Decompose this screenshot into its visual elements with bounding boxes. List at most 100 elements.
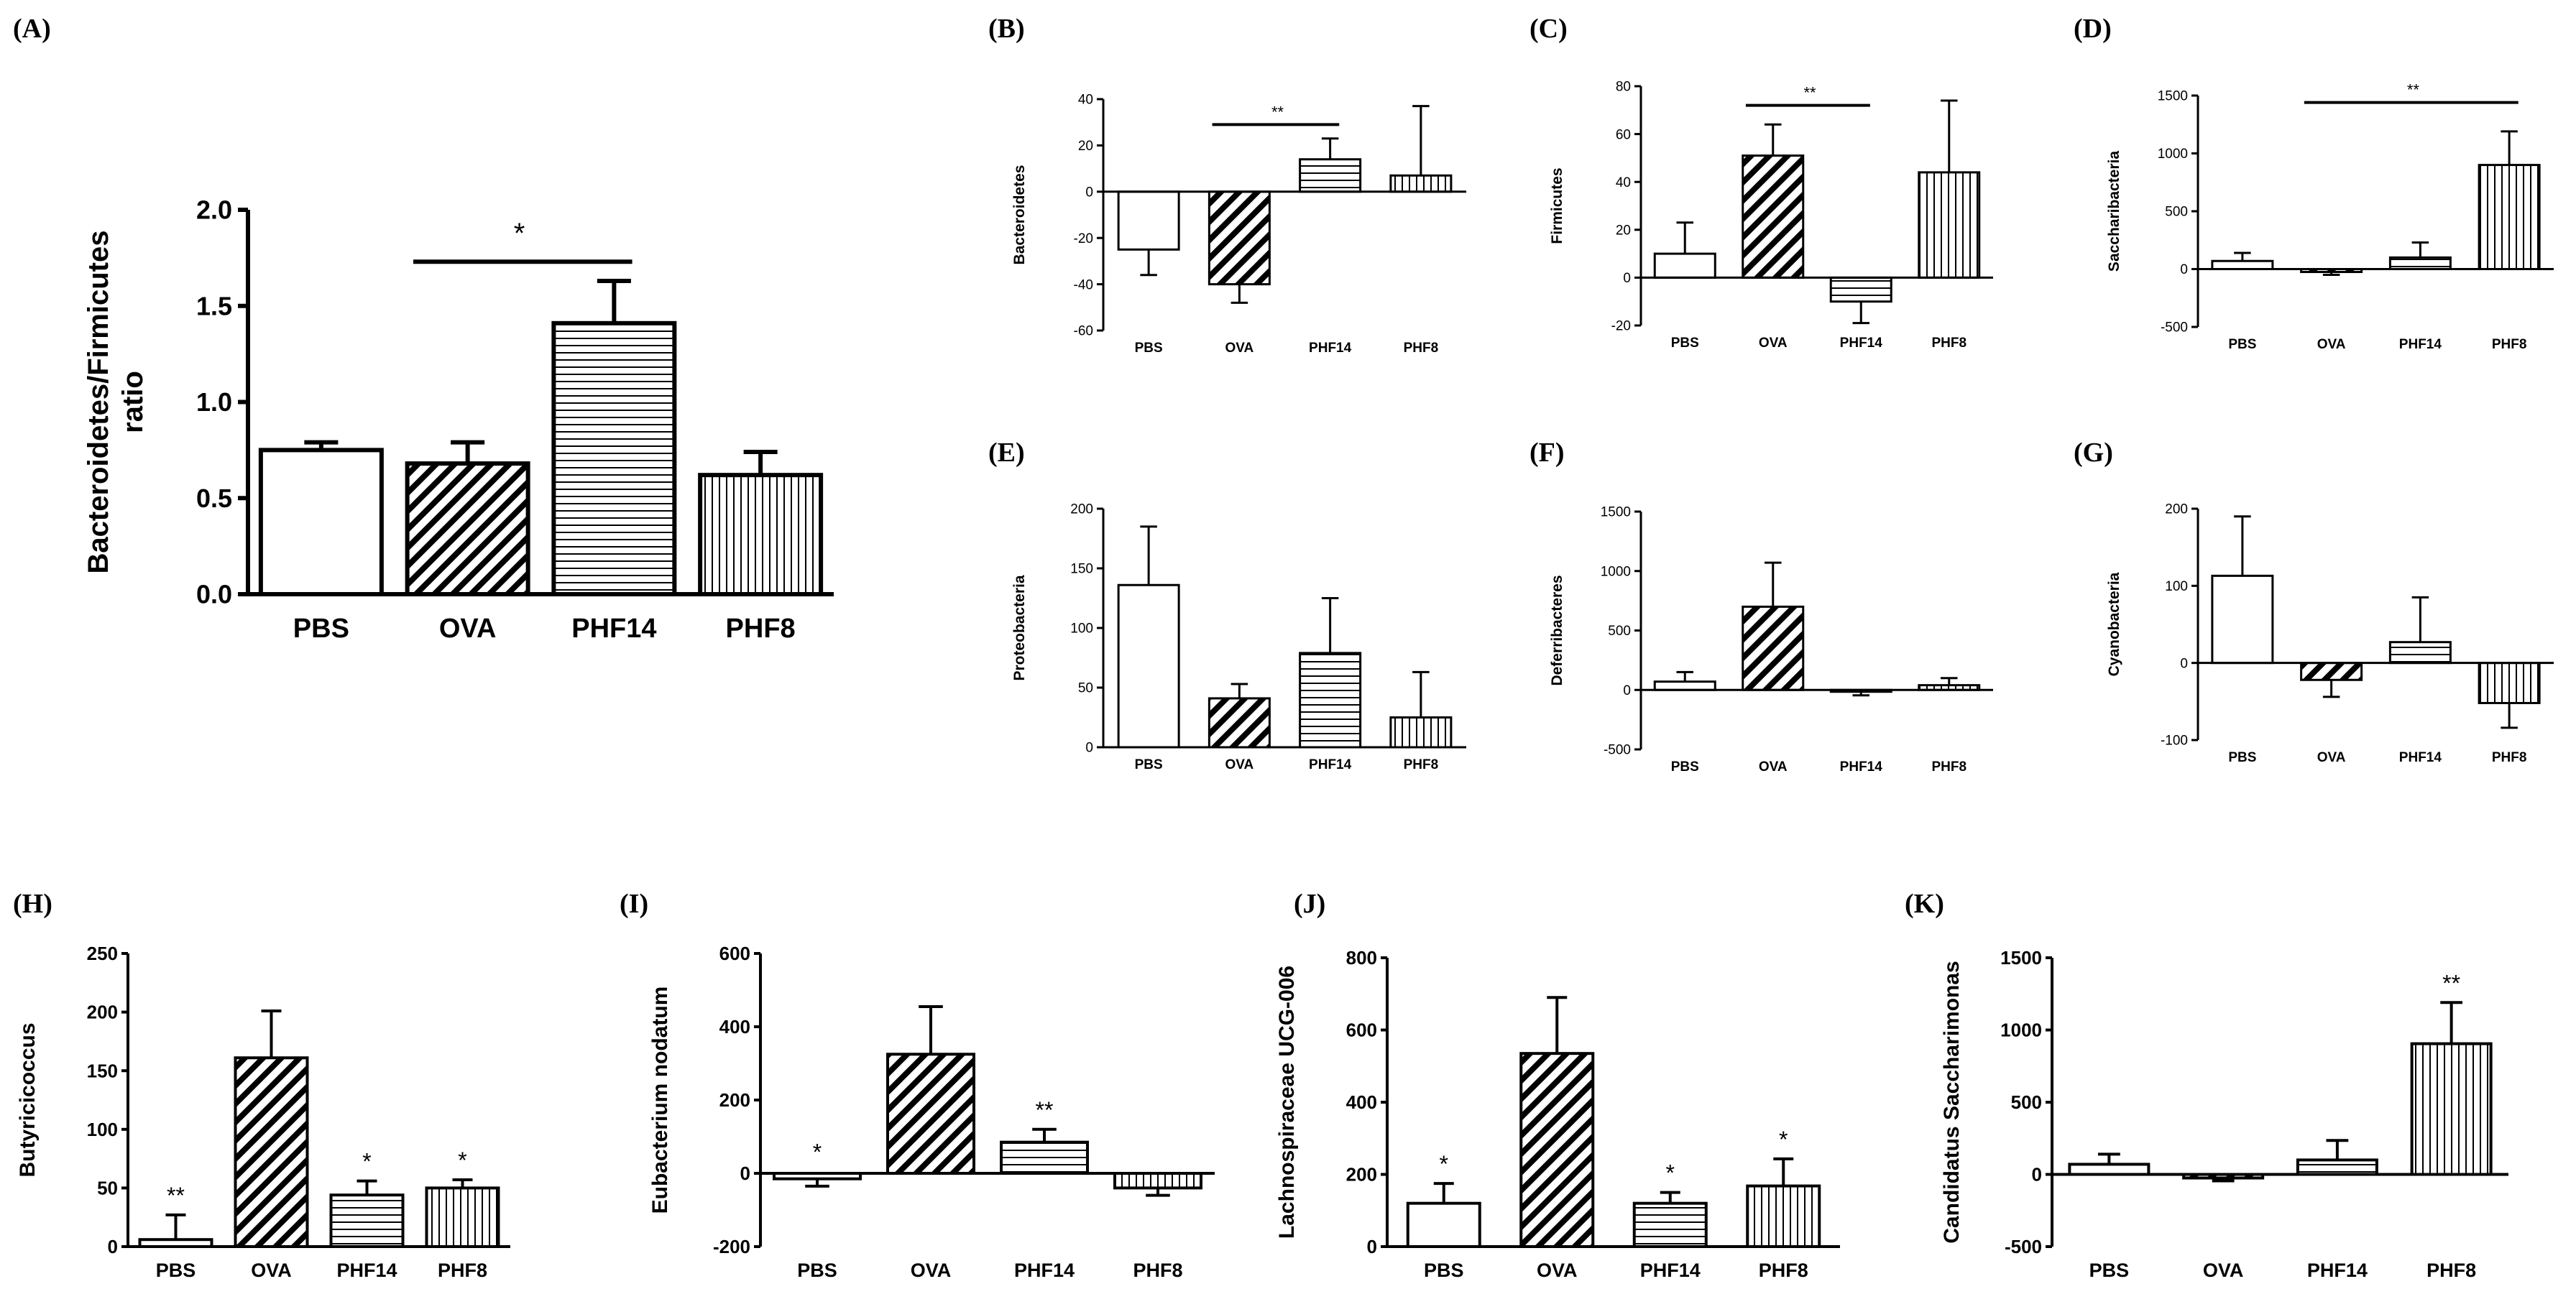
- y-tick-label: 250: [87, 943, 118, 964]
- bar-phf14: [1000, 1140, 1089, 1175]
- x-tick-label: PHF14: [1840, 336, 1883, 351]
- y-axis-label: Lachnospiraceae UCG-006: [1275, 966, 1299, 1239]
- x-tick-label: PHF14: [1309, 341, 1352, 356]
- bracket-label: **: [1271, 103, 1284, 121]
- y-tick-label: -500: [2161, 320, 2188, 336]
- y-tick-label: 1500: [2158, 89, 2188, 104]
- y-tick-label: 800: [1346, 947, 1377, 969]
- panel-j: (J) 0 200 400 600 800 Lachnospiraceae UCG-006 *…: [1275, 889, 1840, 1281]
- y-tick-label: 500: [2011, 1091, 2042, 1113]
- panel-a: (A) 0.0 0.5 1.0 1.5 2.0 Bacteroidetes/Firmicut…: [13, 14, 834, 644]
- x-tick-label: PHF14: [571, 614, 656, 644]
- y-axis-label: Bacteroidetes: [1011, 165, 1028, 265]
- x-tick-label: PBS: [293, 614, 349, 644]
- bar-ova: [1742, 605, 1805, 691]
- y-axis-label: Deferribacteres: [1549, 575, 1565, 685]
- panel-e: (E) 0 50 100 150 200 Proteobacteria PBS OVA PHF14…: [988, 438, 1466, 772]
- x-tick-label: OVA: [1759, 336, 1788, 351]
- y-axis-label: Proteobacteria: [1011, 575, 1028, 680]
- x-tick-label: OVA: [2317, 337, 2346, 352]
- bar-phf8: [1746, 1184, 1821, 1248]
- panel-k: (K) -500 0 500 1000 1500 Candidatus Saccharimo…: [1905, 889, 2508, 1281]
- y-tick-label: 50: [97, 1178, 118, 1199]
- bar-phf14: [1299, 652, 1362, 749]
- bar-ova: [2300, 662, 2363, 681]
- panel-d: (D) -500 0 500 1000 1500 Saccharibacteria PBS OV…: [2074, 14, 2554, 352]
- bar-phf14: [551, 320, 677, 596]
- panel-label: (C): [1530, 14, 1568, 44]
- y-tick-label: 0: [1623, 683, 1631, 698]
- significance-mark: *: [458, 1147, 466, 1173]
- y-tick-label: 1.0: [196, 387, 232, 417]
- panel-label: (D): [2074, 14, 2112, 44]
- y-tick-label: 50: [1078, 681, 1093, 696]
- y-tick-label: 0.5: [196, 484, 232, 513]
- y-tick-label: 500: [1608, 624, 1631, 639]
- y-axis-label-line: Bacteroidetes/Firmicutes: [83, 231, 114, 574]
- bar-ova: [234, 1056, 309, 1249]
- panel-label: (J): [1294, 889, 1325, 919]
- y-tick-label: 1000: [2158, 147, 2188, 162]
- x-tick-label: PHF14: [1640, 1260, 1701, 1281]
- x-tick-label: PBS: [1671, 759, 1699, 775]
- y-tick-label: 150: [1070, 562, 1093, 577]
- y-tick-label: -20: [1074, 231, 1093, 246]
- x-tick-label: PBS: [2228, 337, 2256, 352]
- bar-ova: [1208, 190, 1271, 286]
- y-tick-label: 400: [719, 1016, 750, 1038]
- significance-mark: *: [1440, 1151, 1448, 1177]
- y-axis-label: Cyanobacteria: [2106, 572, 2122, 676]
- x-tick-label: PHF8: [1759, 1260, 1808, 1281]
- x-tick-label: PHF8: [438, 1260, 487, 1281]
- y-tick-label: 0: [1367, 1236, 1377, 1257]
- y-tick-label: 20: [1616, 223, 1631, 238]
- y-tick-label: 0: [1085, 741, 1093, 756]
- panel-f: (F) -500 0 500 1000 1500 Deferribacteres PBS OVA…: [1530, 438, 1993, 775]
- panel-g: (G) -100 0 100 200 Cyanobacteria PBS OVA PHF14 PH…: [2074, 438, 2554, 765]
- significance-mark: **: [2442, 970, 2460, 996]
- bar-pbs: [1117, 583, 1180, 749]
- panel-label: (F): [1530, 438, 1565, 468]
- significance-mark: *: [813, 1139, 822, 1165]
- y-tick-label: 200: [1070, 502, 1093, 517]
- panels-root: (A) 0.0 0.5 1.0 1.5 2.0 Bacteroidetes/Firmicut…: [13, 14, 2554, 1281]
- x-tick-label: OVA: [2203, 1260, 2244, 1281]
- y-tick-label: 200: [2165, 502, 2188, 517]
- bar-ova: [405, 461, 530, 596]
- y-tick-label: 200: [87, 1002, 118, 1023]
- x-tick-label: OVA: [251, 1260, 292, 1281]
- y-tick-label: 100: [87, 1119, 118, 1140]
- panel-label: (I): [620, 889, 648, 919]
- x-tick-label: PHF14: [336, 1260, 397, 1281]
- y-tick-label: 500: [2165, 205, 2188, 220]
- bar-phf14: [1829, 276, 1892, 303]
- x-tick-label: OVA: [1225, 341, 1254, 356]
- y-tick-label: -60: [1074, 324, 1093, 339]
- x-tick-label: PHF8: [1931, 336, 1966, 351]
- x-tick-label: PHF8: [1133, 1260, 1182, 1281]
- y-axis-label-line: ratio: [117, 371, 149, 433]
- x-tick-label: PHF14: [1840, 759, 1883, 775]
- bar-ova: [1519, 1052, 1595, 1248]
- y-tick-label: 80: [1616, 80, 1631, 95]
- significance-mark: **: [167, 1183, 185, 1209]
- x-tick-label: PBS: [1671, 336, 1699, 351]
- bar-pbs: [1653, 252, 1716, 279]
- y-axis-label: Saccharibacteria: [2106, 151, 2122, 272]
- x-tick-label: OVA: [2317, 750, 2346, 765]
- x-tick-label: OVA: [911, 1260, 952, 1281]
- bar-phf8: [1113, 1172, 1202, 1190]
- significance-mark: **: [1036, 1097, 1054, 1123]
- bar-pbs: [1117, 190, 1180, 251]
- x-tick-label: PBS: [1135, 341, 1163, 356]
- x-tick-label: PHF8: [1404, 757, 1439, 772]
- y-tick-label: 20: [1078, 139, 1093, 154]
- x-tick-label: PHF14: [1014, 1260, 1075, 1281]
- bar-phf14: [2296, 1158, 2378, 1176]
- y-tick-label: 0: [740, 1163, 750, 1184]
- panel-label: (K): [1905, 889, 1944, 919]
- bar-phf8: [698, 473, 824, 597]
- y-tick-label: 0.0: [196, 580, 232, 609]
- bar-phf14: [329, 1193, 405, 1249]
